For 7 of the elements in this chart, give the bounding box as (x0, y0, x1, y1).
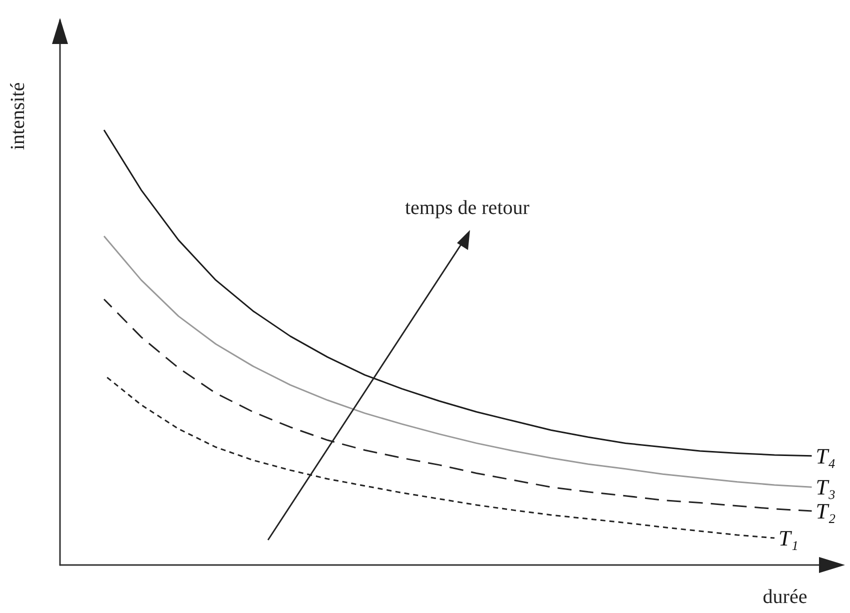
series-label: T₂ (816, 498, 836, 524)
series-label: T₁ (778, 526, 798, 551)
annotation: temps de retour (405, 197, 530, 219)
series-label: T₃ (816, 474, 836, 500)
x-axis-title: durée (762, 586, 808, 608)
y-axis-title: intensité (7, 82, 29, 150)
series-label: T₄ (816, 443, 836, 468)
